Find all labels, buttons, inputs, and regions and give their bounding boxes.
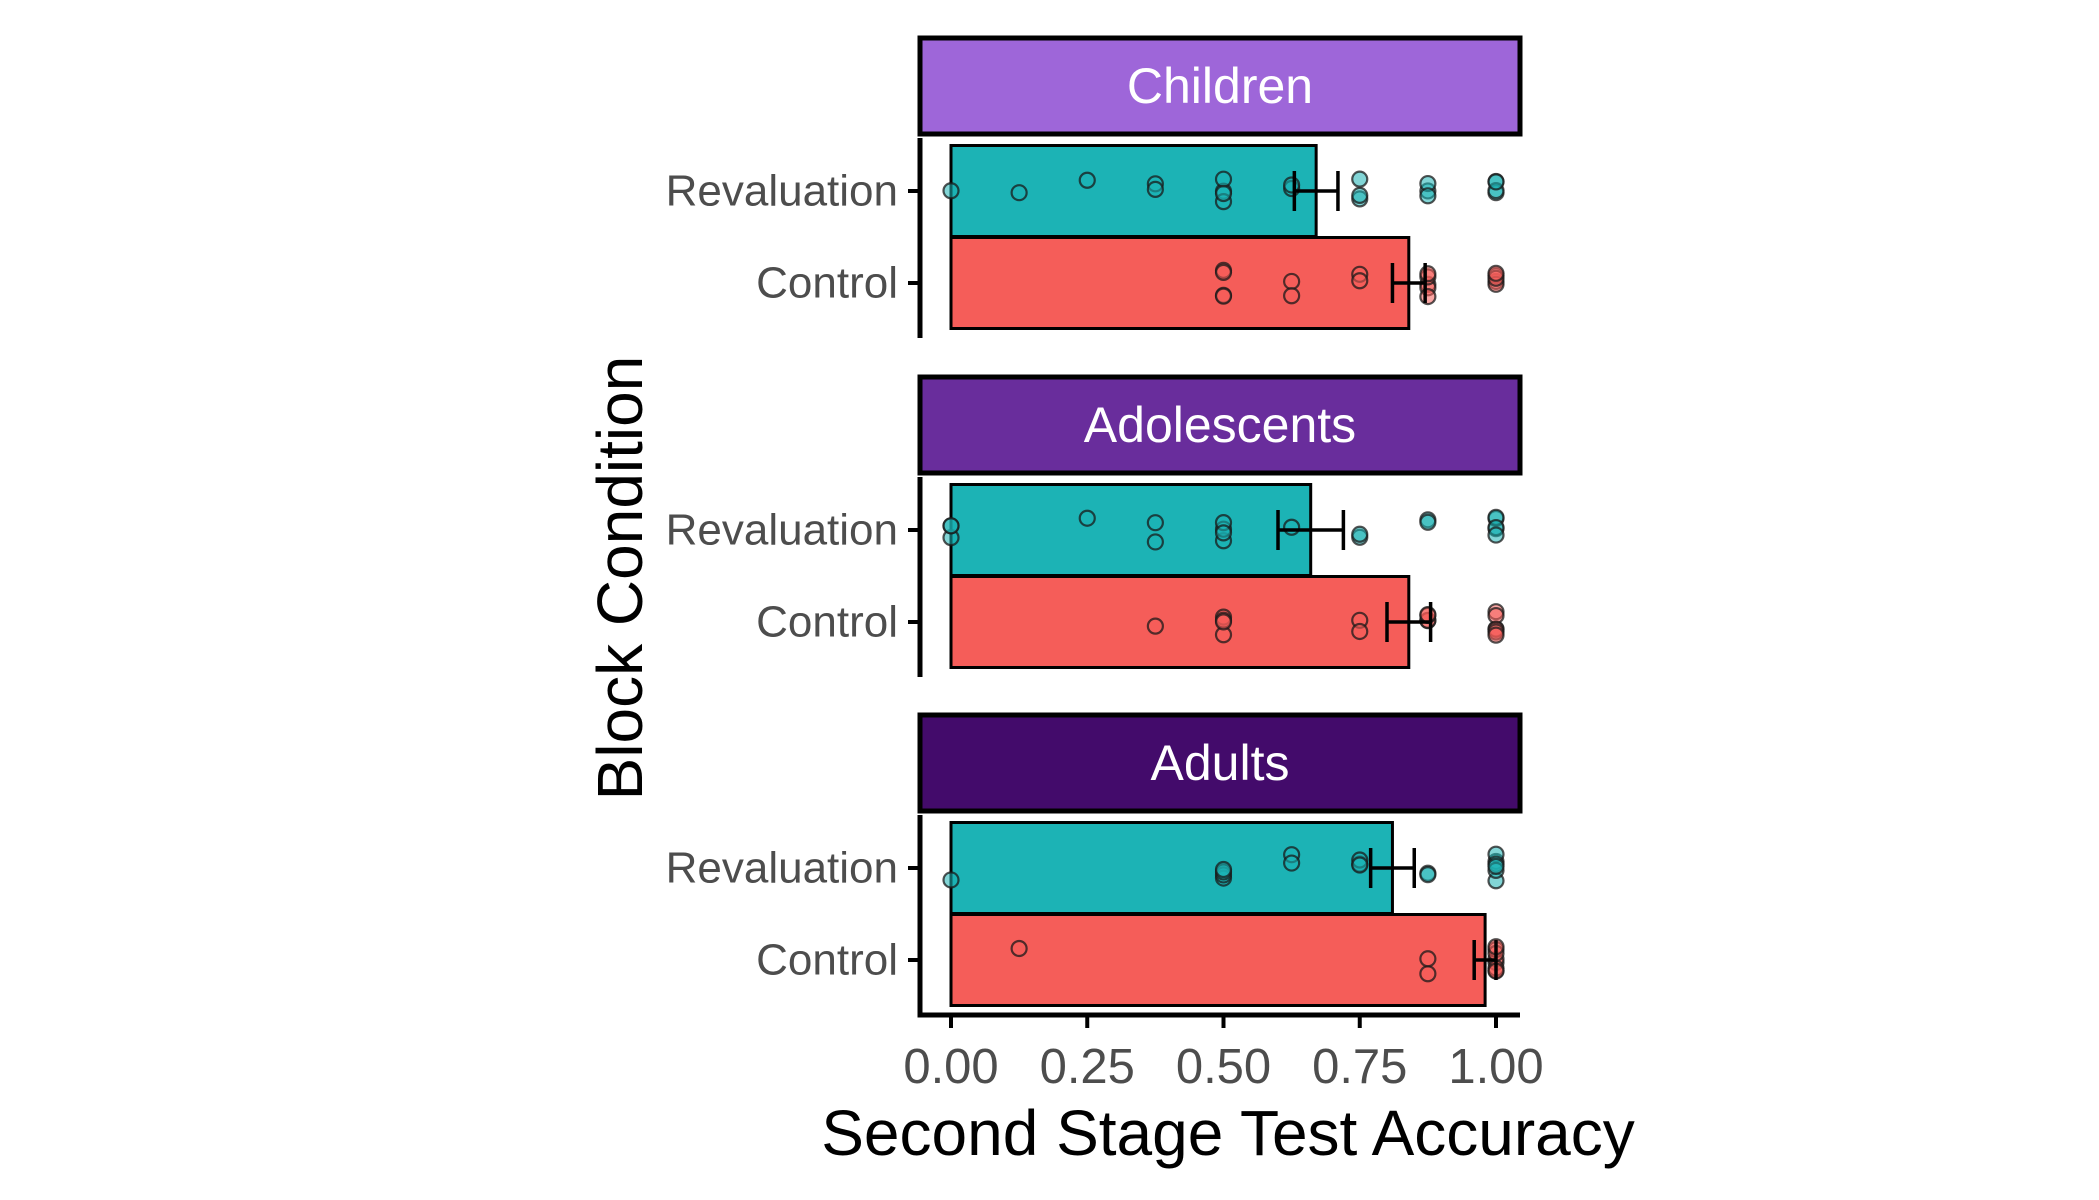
facet-strip bbox=[917, 35, 1523, 137]
facet-label: Adolescents bbox=[1084, 397, 1356, 453]
y-tick-label: Control bbox=[756, 598, 898, 647]
data-point bbox=[1010, 939, 1028, 958]
data-point bbox=[1283, 272, 1301, 291]
bar bbox=[949, 821, 1394, 915]
data-point bbox=[1351, 170, 1369, 188]
data-point bbox=[1214, 184, 1233, 203]
x-tick-label: 0.25 bbox=[1040, 1040, 1135, 1094]
data-point bbox=[1146, 514, 1164, 532]
x-tick-label: 1.00 bbox=[1448, 1040, 1543, 1094]
bar bbox=[949, 236, 1411, 330]
x-tick-label: 0.00 bbox=[903, 1040, 998, 1094]
data-point bbox=[1078, 171, 1096, 189]
y-tick-label: Revaluation bbox=[666, 506, 898, 555]
data-point bbox=[1214, 287, 1233, 305]
y-tick-label: Control bbox=[756, 936, 898, 985]
data-point bbox=[1214, 860, 1233, 879]
data-point bbox=[1146, 533, 1164, 551]
y-tick-label: Control bbox=[756, 259, 898, 308]
data-point bbox=[1419, 513, 1437, 531]
y-axis-title: Block Condition bbox=[584, 356, 656, 801]
data-point bbox=[1146, 180, 1164, 199]
y-tick-label: Revaluation bbox=[666, 844, 898, 893]
data-point bbox=[1351, 272, 1369, 290]
data-point bbox=[1283, 854, 1301, 872]
data-point bbox=[1078, 509, 1096, 527]
data-point bbox=[1283, 518, 1301, 536]
data-point bbox=[1419, 866, 1437, 884]
plot-area: Children Revaluation Control Adolescents Rev… bbox=[666, 35, 1544, 1094]
data-point bbox=[1010, 184, 1028, 202]
facet-strip bbox=[917, 712, 1523, 814]
bar bbox=[949, 144, 1318, 238]
facet-label: Children bbox=[1127, 58, 1313, 114]
data-point bbox=[1146, 617, 1164, 635]
data-point bbox=[1419, 950, 1437, 968]
data-point bbox=[1487, 526, 1505, 544]
data-point bbox=[1487, 264, 1505, 282]
data-point bbox=[1351, 525, 1369, 543]
data-point bbox=[1419, 287, 1437, 306]
data-point bbox=[1214, 613, 1233, 631]
data-point bbox=[1487, 626, 1505, 644]
data-point bbox=[1283, 287, 1301, 305]
y-tick-label: Revaluation bbox=[666, 167, 898, 216]
data-point bbox=[1351, 186, 1369, 205]
bar bbox=[949, 575, 1411, 669]
facet-label: Adults bbox=[1151, 735, 1290, 791]
data-point bbox=[1419, 265, 1437, 283]
data-point bbox=[1351, 856, 1369, 874]
data-point bbox=[1351, 622, 1369, 641]
x-tick-label: 0.75 bbox=[1312, 1040, 1407, 1094]
data-point bbox=[1487, 606, 1505, 625]
data-point bbox=[1214, 170, 1233, 188]
data-point bbox=[942, 517, 960, 535]
x-tick-label: 0.50 bbox=[1176, 1040, 1271, 1094]
data-point bbox=[1419, 965, 1437, 983]
facet-strip bbox=[917, 374, 1523, 476]
data-point bbox=[1419, 187, 1437, 205]
bar bbox=[949, 913, 1487, 1007]
data-point bbox=[942, 182, 960, 200]
data-point bbox=[942, 871, 960, 889]
data-point bbox=[1214, 263, 1233, 281]
bar bbox=[949, 483, 1313, 577]
data-point bbox=[1419, 606, 1437, 624]
data-point bbox=[1487, 857, 1505, 875]
data-point bbox=[1487, 173, 1505, 191]
data-point bbox=[1214, 524, 1233, 542]
x-axis-title: Second Stage Test Accuracy bbox=[821, 1097, 1635, 1169]
